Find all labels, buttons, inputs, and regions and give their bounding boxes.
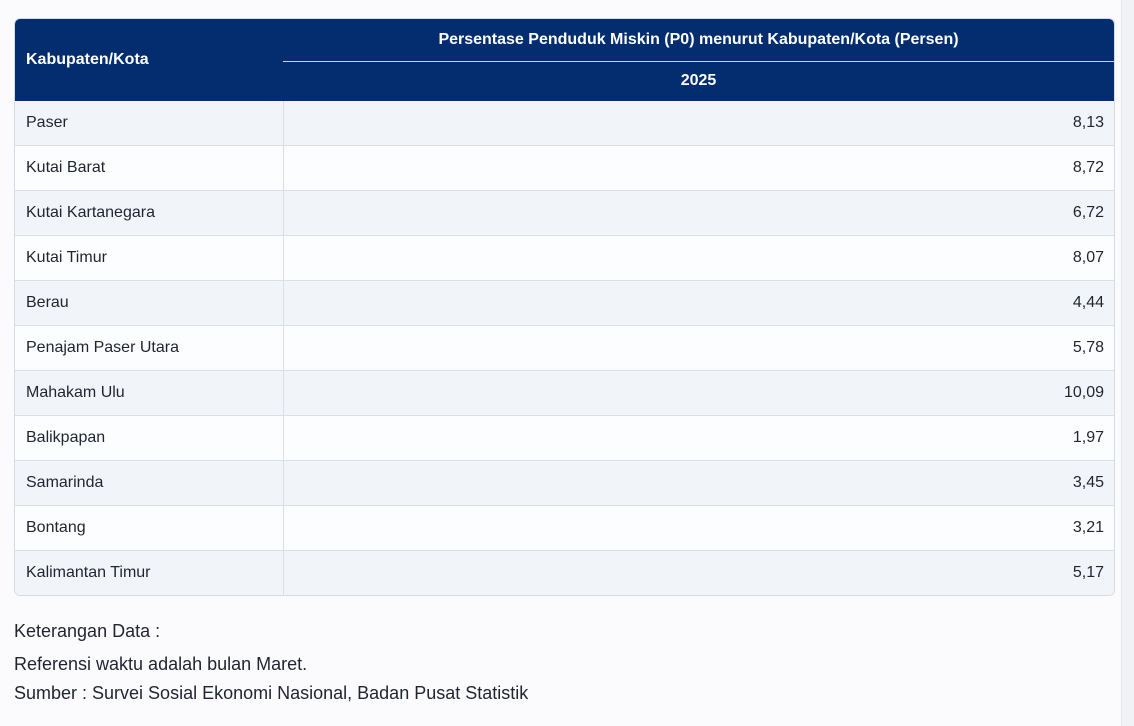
table-row: Paser 8,13 <box>15 101 1114 146</box>
value-cell: 4,44 <box>283 280 1114 326</box>
region-column-header: Kabupaten/Kota <box>15 19 283 101</box>
year-column-header: 2025 <box>283 61 1114 101</box>
table-row: Samarinda 3,45 <box>15 460 1114 506</box>
data-notes: Keterangan Data : Referensi waktu adalah… <box>14 616 1014 708</box>
table-row: Kalimantan Timur 5,17 <box>15 550 1114 595</box>
region-name-cell: Kalimantan Timur <box>15 550 284 595</box>
value-cell: 8,07 <box>283 235 1114 281</box>
table-header: Kabupaten/Kota Persentase Penduduk Miski… <box>15 19 1114 101</box>
table-row: Kutai Timur 8,07 <box>15 235 1114 281</box>
region-name-cell: Kutai Kartanegara <box>15 190 284 236</box>
table-row: Balikpapan 1,97 <box>15 415 1114 461</box>
table-row: Kutai Kartanegara 6,72 <box>15 190 1114 236</box>
notes-line-reference-time: Referensi waktu adalah bulan Maret. <box>14 654 308 674</box>
region-name-cell: Kutai Timur <box>15 235 284 281</box>
table-row: Mahakam Ulu 10,09 <box>15 370 1114 416</box>
table-row: Bontang 3,21 <box>15 505 1114 551</box>
value-cell: 8,13 <box>283 101 1114 146</box>
table-row: Berau 4,44 <box>15 280 1114 326</box>
value-cell: 1,97 <box>283 415 1114 461</box>
region-name-cell: Paser <box>15 101 284 146</box>
region-name-cell: Mahakam Ulu <box>15 370 284 416</box>
value-cell: 6,72 <box>283 190 1114 236</box>
region-name-cell: Bontang <box>15 505 284 551</box>
region-name-cell: Berau <box>15 280 284 326</box>
value-cell: 3,45 <box>283 460 1114 506</box>
notes-line-source: Sumber : Survei Sosial Ekonomi Nasional,… <box>14 683 529 703</box>
table-row: Kutai Barat 8,72 <box>15 145 1114 191</box>
notes-heading: Keterangan Data : <box>14 621 161 641</box>
poverty-table: Kabupaten/Kota Persentase Penduduk Miski… <box>15 19 1114 595</box>
value-cell: 3,21 <box>283 505 1114 551</box>
region-name-cell: Balikpapan <box>15 415 284 461</box>
region-name-cell: Penajam Paser Utara <box>15 325 284 371</box>
table-row: Penajam Paser Utara 5,78 <box>15 325 1114 371</box>
value-cell: 10,09 <box>283 370 1114 416</box>
region-name-cell: Samarinda <box>15 460 284 506</box>
value-cell: 5,78 <box>283 325 1114 371</box>
data-table-container: Kabupaten/Kota Persentase Penduduk Miski… <box>14 18 1115 596</box>
region-name-cell: Kutai Barat <box>15 145 284 191</box>
value-cell: 8,72 <box>283 145 1114 191</box>
scrollbar-track[interactable] <box>1121 0 1134 726</box>
table-body: Paser 8,13 Kutai Barat 8,72 Kutai Kartan… <box>15 101 1114 595</box>
indicator-title-header: Persentase Penduduk Miskin (P0) menurut … <box>283 19 1114 62</box>
value-cell: 5,17 <box>283 550 1114 595</box>
